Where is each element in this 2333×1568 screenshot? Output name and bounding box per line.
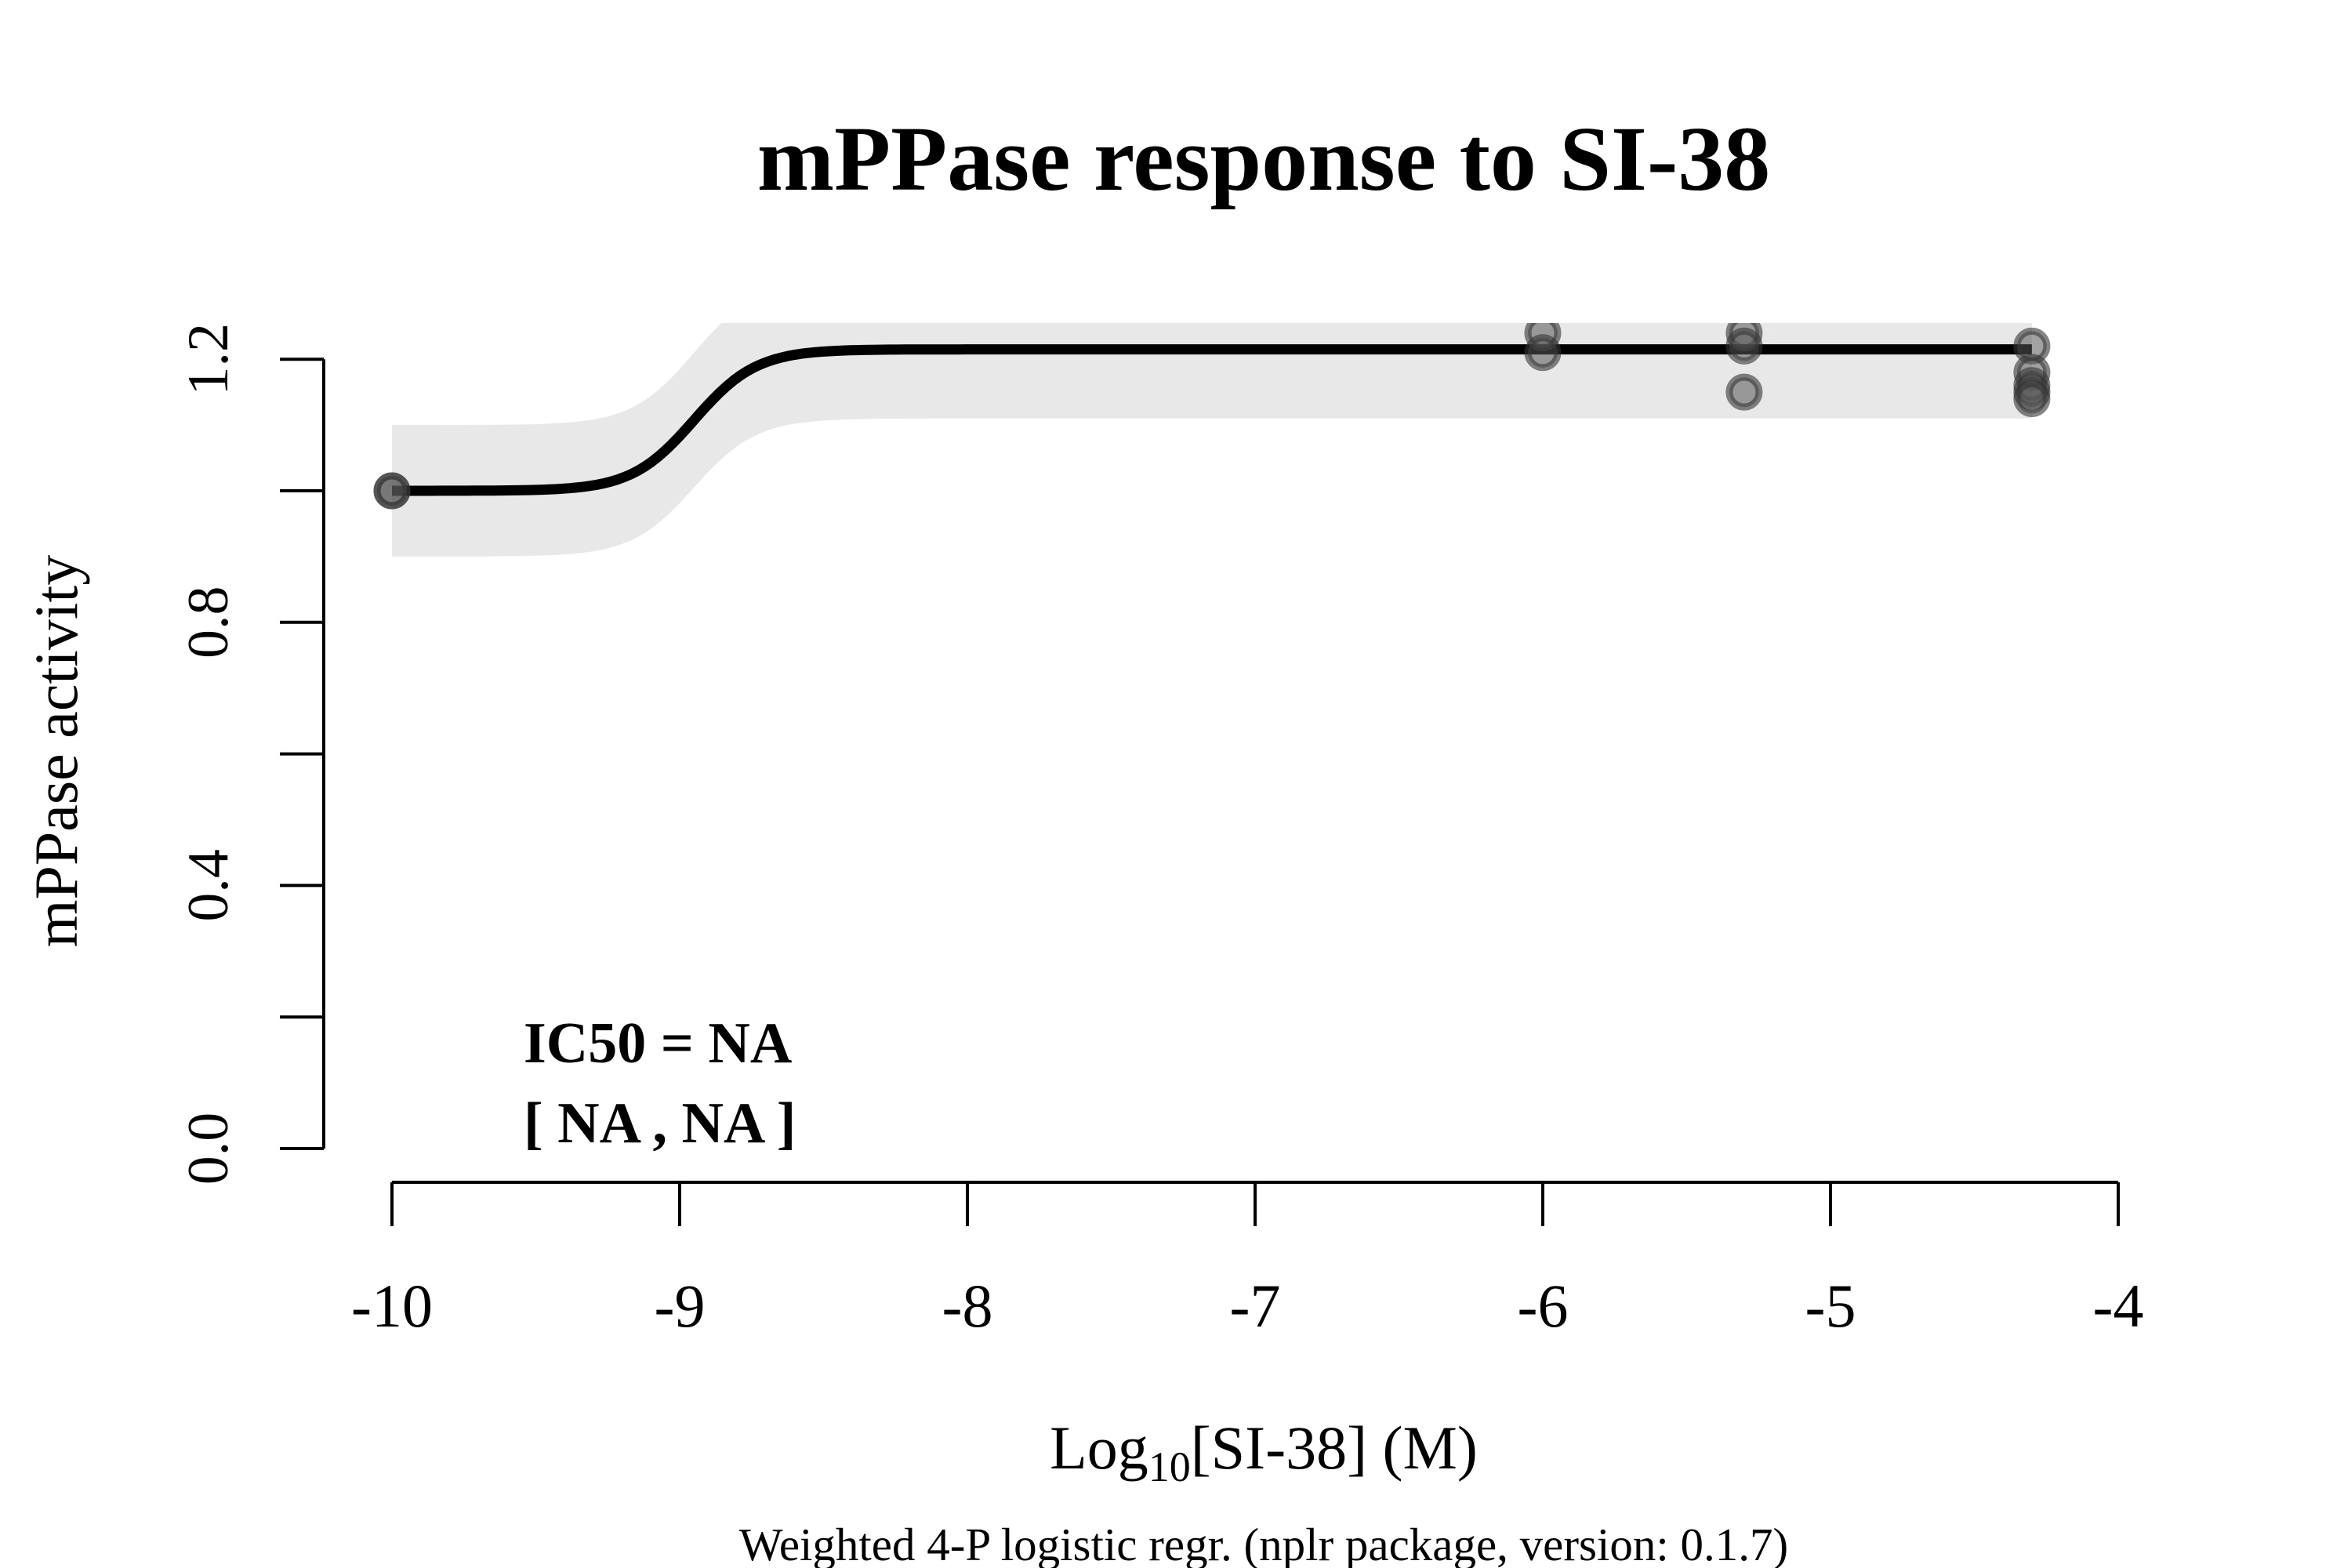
- x-axis: -10 -9 -8 -7 -6 -5 -4: [351, 1181, 2144, 1340]
- y-tick-label: 0.0: [176, 1112, 241, 1185]
- data-point: [1725, 373, 1763, 411]
- y-axis-label: mPPase activity: [22, 555, 90, 947]
- y-axis: 0.0 0.4 0.8 1.2: [176, 323, 325, 1185]
- x-tick-label: -4: [2093, 1272, 2144, 1340]
- x-tick-label: -10: [351, 1272, 433, 1340]
- data-point: [373, 472, 411, 510]
- plot-area: [373, 323, 2051, 557]
- data-points: [373, 323, 2051, 510]
- x-axis-label: Log10[SI-38] (M): [1050, 1414, 1478, 1490]
- y-tick-label: 0.8: [176, 586, 241, 659]
- x-tick-label: -5: [1805, 1272, 1856, 1340]
- y-tick-label: 0.4: [176, 849, 241, 922]
- chart-title: mPPase response to SI-38: [757, 107, 1770, 210]
- y-tick-label: 1.2: [176, 323, 241, 396]
- data-point: [1524, 334, 1562, 372]
- data-point: [2013, 380, 2051, 418]
- x-tick-label: -6: [1518, 1272, 1569, 1340]
- ic50-annotation: IC50 = NA: [524, 1011, 792, 1076]
- chart-footer: Weighted 4-P logistic regr. (nplr packag…: [739, 1519, 1788, 1568]
- x-axis-label-rest: [SI-38] (M): [1191, 1414, 1478, 1482]
- x-axis-label-main: Log: [1050, 1414, 1148, 1482]
- confidence-band: [392, 323, 2032, 557]
- ic50-interval-annotation: [ NA , NA ]: [524, 1091, 796, 1156]
- x-axis-label-subscript: 10: [1148, 1443, 1191, 1490]
- x-tick-label: -8: [942, 1272, 993, 1340]
- x-tick-label: -9: [655, 1272, 706, 1340]
- x-tick-label: -7: [1230, 1272, 1281, 1340]
- data-point: [1725, 327, 1763, 365]
